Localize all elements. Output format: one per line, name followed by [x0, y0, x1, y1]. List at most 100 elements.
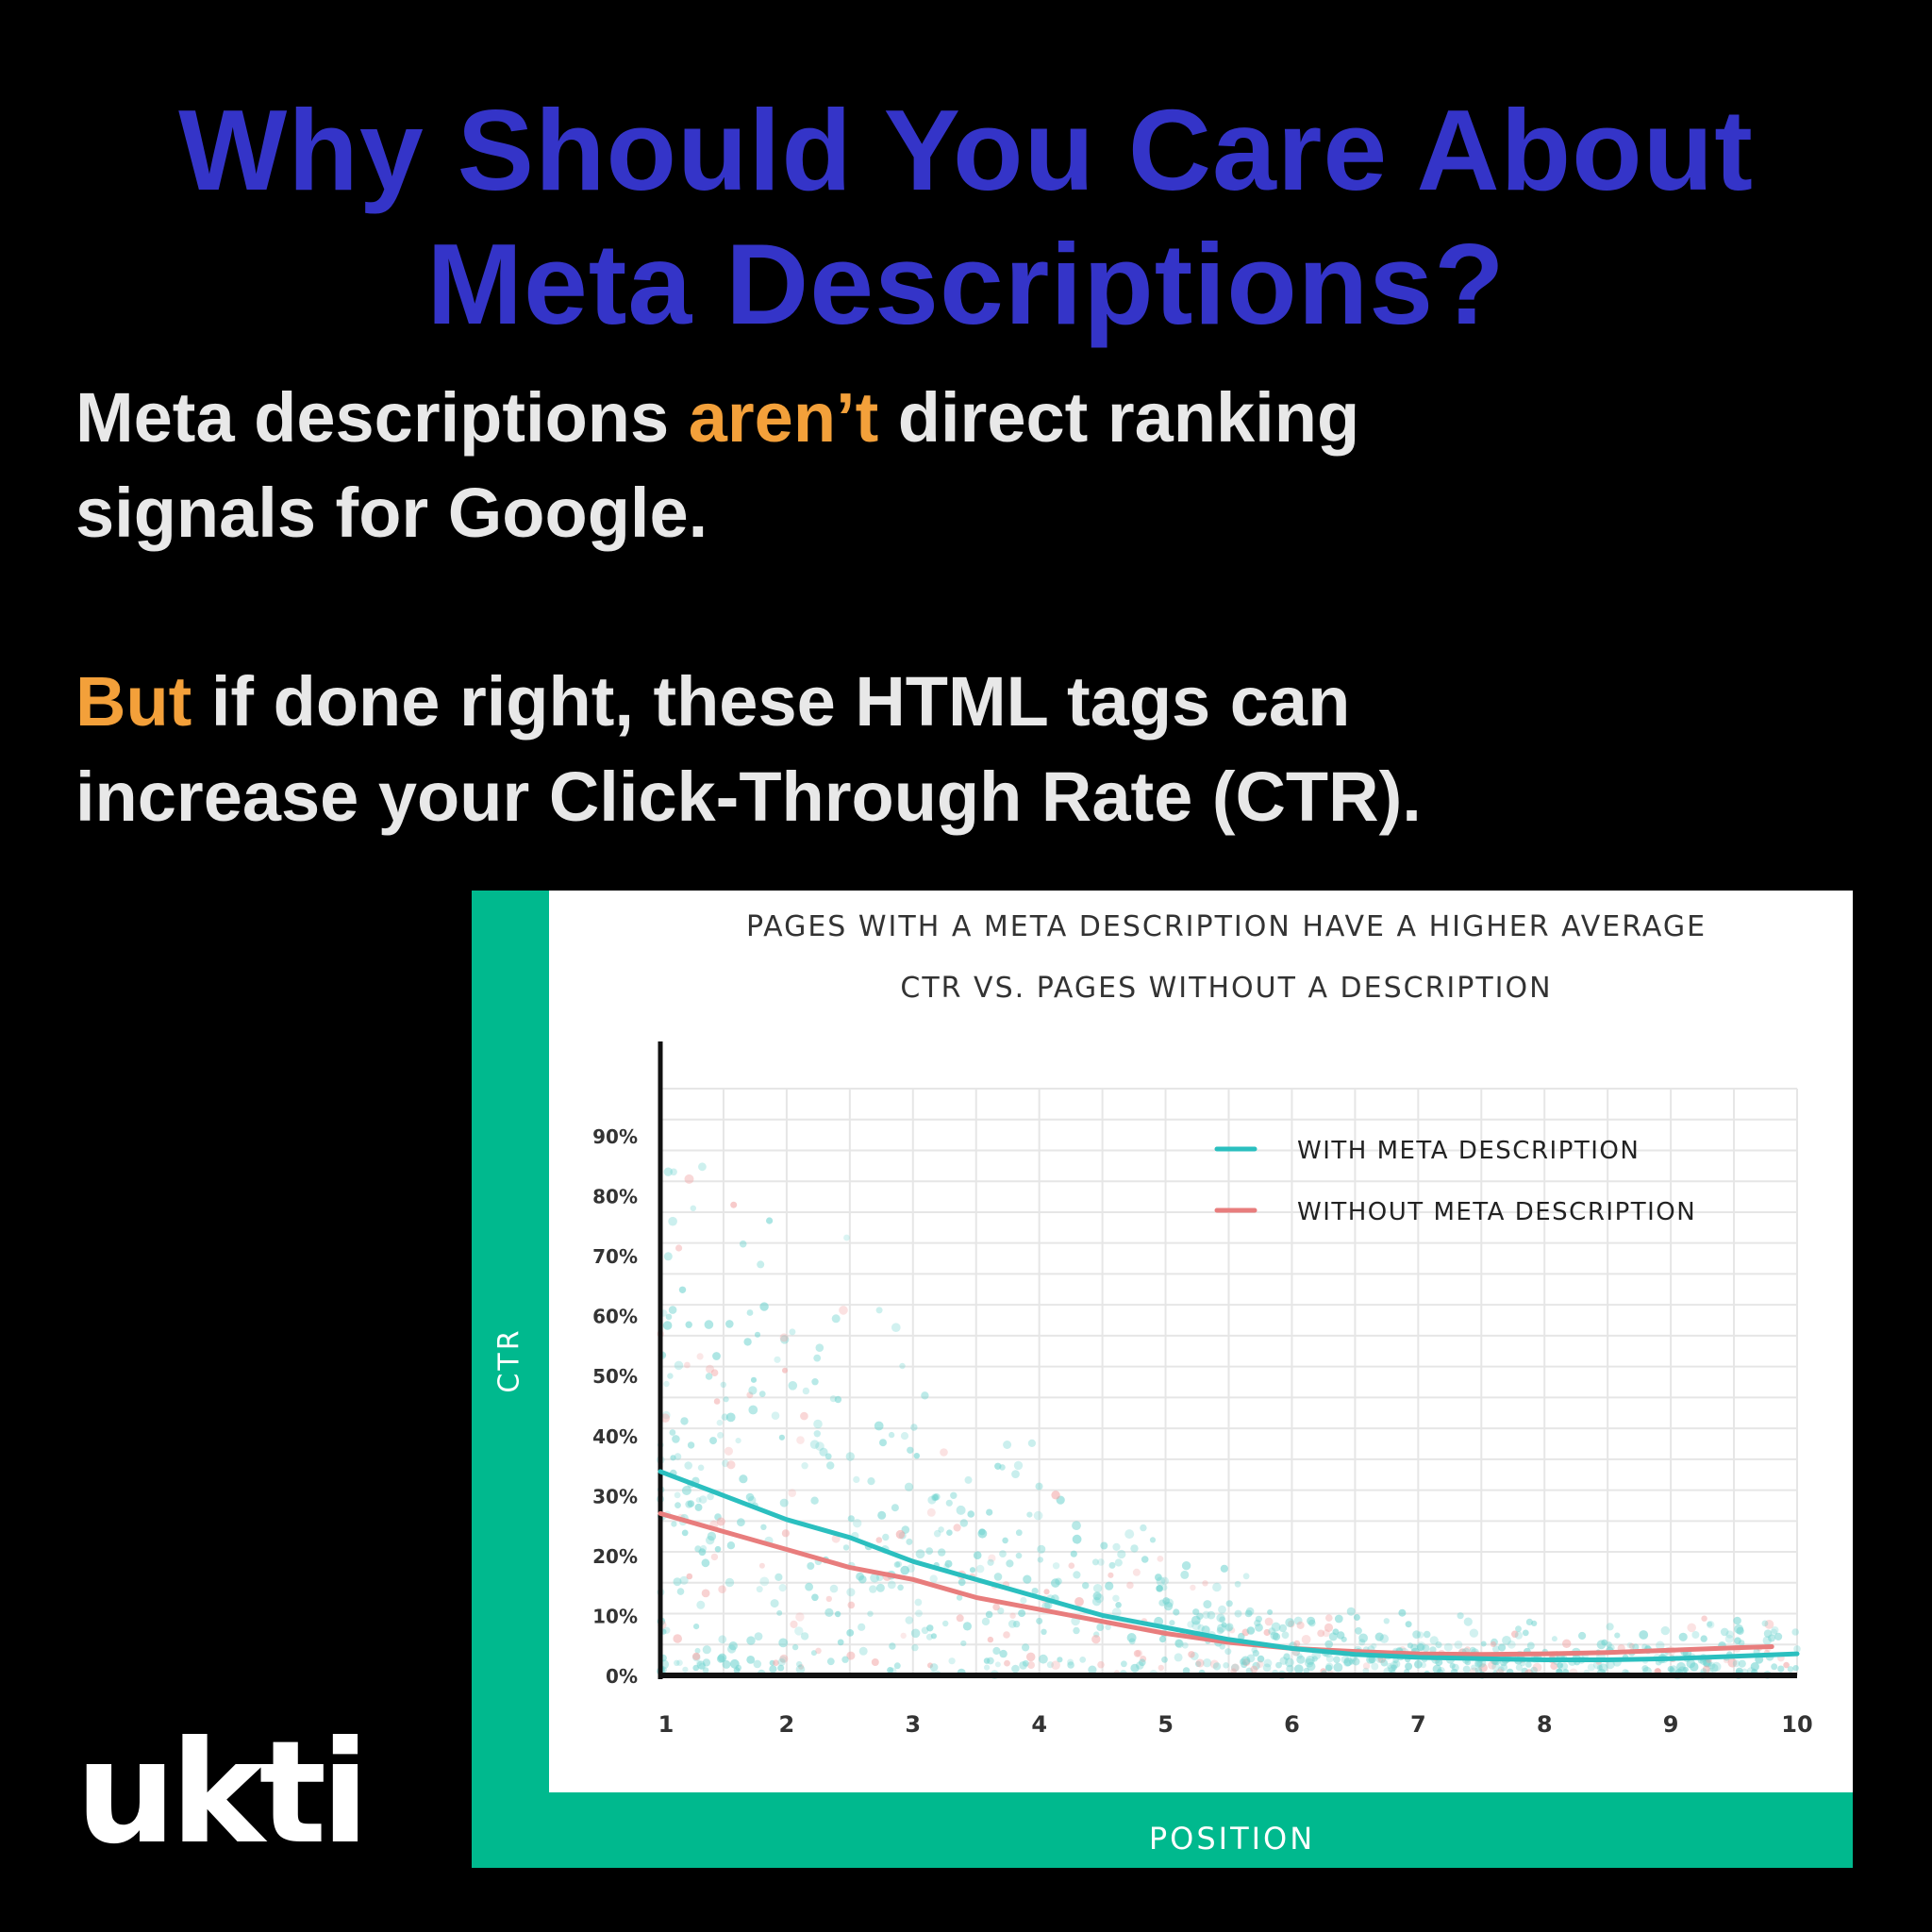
scatter-point: [1191, 1615, 1201, 1625]
scatter-point: [710, 1553, 719, 1561]
scatter-point: [931, 1493, 940, 1502]
scatter-point: [1526, 1641, 1535, 1650]
scatter-point: [760, 1524, 767, 1530]
scatter-point: [679, 1575, 689, 1585]
scatter-point: [813, 1419, 823, 1429]
x-tick-label: 6: [1284, 1711, 1300, 1738]
scatter-point: [1275, 1661, 1282, 1669]
scatter-point: [1195, 1660, 1202, 1667]
scatter-point: [1073, 1626, 1080, 1635]
scatter-point: [723, 1396, 729, 1403]
scatter-point: [1013, 1460, 1024, 1471]
scatter-point: [1117, 1549, 1126, 1559]
scatter-point: [1557, 1662, 1564, 1669]
scatter-point: [984, 1664, 991, 1671]
scatter-point: [794, 1626, 804, 1636]
x-tick-label: 2: [779, 1711, 795, 1738]
scatter-point: [1676, 1661, 1686, 1672]
scatter-point: [1471, 1664, 1477, 1671]
scatter-point: [1723, 1657, 1730, 1664]
scatter-point: [1224, 1623, 1234, 1631]
scatter-point: [1112, 1594, 1120, 1602]
scatter-point: [759, 1302, 769, 1311]
y-axis-label: CTR: [493, 1327, 526, 1392]
scatter-point: [1334, 1614, 1343, 1624]
scatter-point: [1305, 1656, 1315, 1665]
scatter-point: [1502, 1636, 1511, 1645]
scatter-point: [737, 1518, 745, 1527]
y-tick-label: 10%: [592, 1605, 638, 1627]
scatter-point: [743, 1338, 752, 1346]
scatter-point: [1352, 1657, 1360, 1666]
scatter-point: [675, 1502, 681, 1508]
scatter-point: [1412, 1630, 1421, 1639]
scatter-point: [1358, 1633, 1368, 1643]
scatter-point: [1371, 1642, 1377, 1649]
scatter-point: [1242, 1573, 1250, 1580]
scatter-point: [1225, 1600, 1233, 1607]
scatter-point: [900, 1565, 909, 1575]
scatter-point: [791, 1643, 799, 1651]
scatter-point: [927, 1495, 937, 1505]
scatter-point: [1216, 1613, 1225, 1623]
scatter-point: [834, 1395, 842, 1404]
scatter-point: [773, 1659, 779, 1666]
scatter-point: [692, 1652, 701, 1660]
scatter-point: [1462, 1665, 1471, 1674]
scatter-point: [670, 1168, 677, 1176]
scatter-point: [1037, 1544, 1046, 1554]
scatter-point: [1474, 1659, 1483, 1668]
scatter-point: [1072, 1521, 1081, 1530]
series-lines: [658, 1469, 1800, 1662]
scatter-point: [776, 1609, 783, 1616]
scatter-point: [811, 1378, 819, 1386]
scatter-point: [999, 1464, 1006, 1471]
scatter-point: [1022, 1643, 1030, 1652]
scatter-point: [1711, 1661, 1722, 1672]
scatter-point: [695, 1497, 702, 1504]
scatter-point: [858, 1574, 867, 1584]
scatter-point: [1307, 1616, 1316, 1625]
scatter-point: [1414, 1659, 1423, 1669]
scatter-point: [726, 1460, 736, 1470]
scatter-point: [956, 1505, 966, 1515]
scatter-point: [1023, 1574, 1032, 1584]
scatter-point: [927, 1662, 933, 1669]
scatter-point: [1311, 1656, 1318, 1662]
scatter-point: [1449, 1662, 1456, 1669]
scatter-point: [746, 1391, 754, 1399]
para2-line1: But if done right, these HTML tags can: [75, 654, 1422, 749]
scatter-point: [1405, 1662, 1413, 1671]
scatter-point: [801, 1462, 808, 1470]
scatter-point: [1126, 1633, 1137, 1642]
scatter-point: [685, 1500, 693, 1508]
scatter-point: [739, 1474, 748, 1484]
scatter-point: [1160, 1576, 1169, 1585]
scatter-point: [725, 1412, 736, 1423]
scatter-point: [1246, 1626, 1256, 1635]
scatter-point: [1219, 1643, 1225, 1650]
x-tick-label: 1: [658, 1711, 675, 1738]
scatter-point: [669, 1429, 676, 1436]
chart-title-line-2: CTR VS. PAGES WITHOUT A DESCRIPTION: [900, 972, 1552, 1005]
scatter-point: [674, 1659, 680, 1666]
para1-highlight: aren’t: [688, 378, 879, 457]
scatter-point: [684, 1361, 691, 1369]
scatter-point: [700, 1544, 708, 1553]
scatter-point: [956, 1614, 964, 1623]
scatter-point: [676, 1659, 683, 1666]
scatter-point: [809, 1440, 820, 1449]
scatter-point: [1285, 1657, 1294, 1668]
series-line: [658, 1469, 1800, 1662]
scatter-point: [1514, 1631, 1524, 1640]
scatter-point: [915, 1549, 925, 1559]
scatter-point: [1333, 1656, 1341, 1664]
scatter-point: [1288, 1620, 1295, 1628]
scatter-point: [993, 1573, 1003, 1581]
scatter-point: [798, 1663, 805, 1670]
scatter-point: [1491, 1662, 1501, 1672]
scatter-point: [735, 1438, 741, 1444]
scatter-point: [888, 1431, 895, 1439]
scatter-point: [759, 1576, 770, 1587]
scatter-point: [853, 1475, 860, 1483]
